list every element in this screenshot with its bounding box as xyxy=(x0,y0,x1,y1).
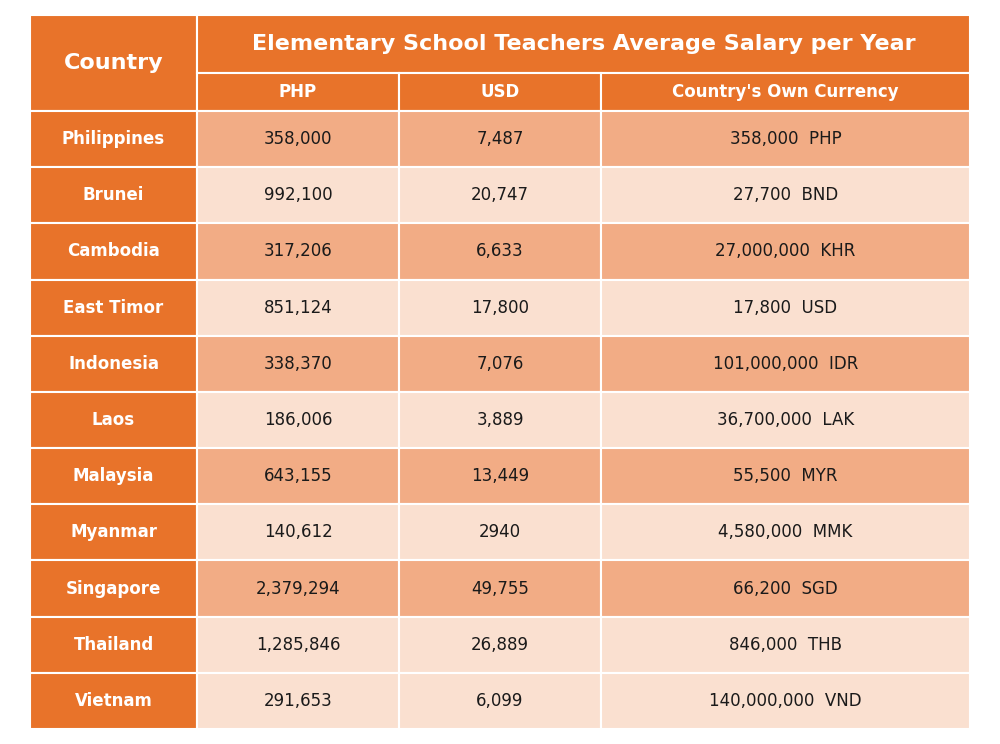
Text: 27,700  BND: 27,700 BND xyxy=(733,186,838,205)
FancyBboxPatch shape xyxy=(197,392,399,448)
Text: 55,500  MYR: 55,500 MYR xyxy=(733,467,838,485)
Text: 1,285,846: 1,285,846 xyxy=(256,635,340,654)
Text: 7,487: 7,487 xyxy=(476,130,524,148)
FancyBboxPatch shape xyxy=(30,336,197,392)
FancyBboxPatch shape xyxy=(30,280,197,336)
FancyBboxPatch shape xyxy=(30,617,197,673)
FancyBboxPatch shape xyxy=(197,73,399,111)
FancyBboxPatch shape xyxy=(601,448,970,504)
Text: 36,700,000  LAK: 36,700,000 LAK xyxy=(717,411,854,429)
Text: Philippines: Philippines xyxy=(62,130,165,148)
FancyBboxPatch shape xyxy=(197,167,399,223)
FancyBboxPatch shape xyxy=(399,223,601,280)
FancyBboxPatch shape xyxy=(399,73,601,111)
Text: 7,076: 7,076 xyxy=(476,355,524,373)
FancyBboxPatch shape xyxy=(197,223,399,280)
Text: Laos: Laos xyxy=(92,411,135,429)
Text: Country: Country xyxy=(64,53,163,73)
Text: East Timor: East Timor xyxy=(63,298,164,317)
Text: 992,100: 992,100 xyxy=(264,186,332,205)
FancyBboxPatch shape xyxy=(30,504,197,560)
Text: 2,379,294: 2,379,294 xyxy=(256,580,340,597)
FancyBboxPatch shape xyxy=(601,392,970,448)
FancyBboxPatch shape xyxy=(601,336,970,392)
FancyBboxPatch shape xyxy=(30,673,197,729)
Text: Brunei: Brunei xyxy=(83,186,144,205)
FancyBboxPatch shape xyxy=(399,617,601,673)
Text: 66,200  SGD: 66,200 SGD xyxy=(733,580,838,597)
Text: 358,000  PHP: 358,000 PHP xyxy=(730,130,841,148)
FancyBboxPatch shape xyxy=(30,223,197,280)
FancyBboxPatch shape xyxy=(399,560,601,617)
Text: 17,800: 17,800 xyxy=(471,298,529,317)
FancyBboxPatch shape xyxy=(601,223,970,280)
Text: Country's Own Currency: Country's Own Currency xyxy=(672,83,899,101)
Text: 140,612: 140,612 xyxy=(264,523,332,542)
FancyBboxPatch shape xyxy=(30,15,197,111)
Text: 13,449: 13,449 xyxy=(471,467,529,485)
Text: 338,370: 338,370 xyxy=(264,355,332,373)
Text: 2940: 2940 xyxy=(479,523,521,542)
FancyBboxPatch shape xyxy=(399,111,601,167)
Text: 140,000,000  VND: 140,000,000 VND xyxy=(709,692,862,710)
Text: 3,889: 3,889 xyxy=(476,411,524,429)
Text: 26,889: 26,889 xyxy=(471,635,529,654)
FancyBboxPatch shape xyxy=(197,448,399,504)
Text: Vietnam: Vietnam xyxy=(75,692,152,710)
FancyBboxPatch shape xyxy=(601,673,970,729)
Text: 846,000  THB: 846,000 THB xyxy=(729,635,842,654)
Text: 101,000,000  IDR: 101,000,000 IDR xyxy=(713,355,858,373)
FancyBboxPatch shape xyxy=(399,167,601,223)
FancyBboxPatch shape xyxy=(601,504,970,560)
Text: PHP: PHP xyxy=(279,83,317,101)
Text: 358,000: 358,000 xyxy=(264,130,332,148)
FancyBboxPatch shape xyxy=(601,280,970,336)
Text: USD: USD xyxy=(480,83,520,101)
FancyBboxPatch shape xyxy=(399,336,601,392)
FancyBboxPatch shape xyxy=(601,73,970,111)
Text: 186,006: 186,006 xyxy=(264,411,332,429)
FancyBboxPatch shape xyxy=(399,448,601,504)
FancyBboxPatch shape xyxy=(601,167,970,223)
FancyBboxPatch shape xyxy=(30,448,197,504)
Text: 6,633: 6,633 xyxy=(476,243,524,260)
FancyBboxPatch shape xyxy=(30,560,197,617)
FancyBboxPatch shape xyxy=(399,504,601,560)
FancyBboxPatch shape xyxy=(601,111,970,167)
Text: 4,580,000  MMK: 4,580,000 MMK xyxy=(718,523,853,542)
Text: 20,747: 20,747 xyxy=(471,186,529,205)
Text: 291,653: 291,653 xyxy=(264,692,332,710)
FancyBboxPatch shape xyxy=(399,280,601,336)
Text: 27,000,000  KHR: 27,000,000 KHR xyxy=(715,243,856,260)
FancyBboxPatch shape xyxy=(399,673,601,729)
Text: Thailand: Thailand xyxy=(73,635,154,654)
Text: 643,155: 643,155 xyxy=(264,467,332,485)
FancyBboxPatch shape xyxy=(197,673,399,729)
Text: Cambodia: Cambodia xyxy=(67,243,160,260)
FancyBboxPatch shape xyxy=(30,167,197,223)
FancyBboxPatch shape xyxy=(197,336,399,392)
Text: Myanmar: Myanmar xyxy=(70,523,157,542)
FancyBboxPatch shape xyxy=(197,15,970,73)
Text: Indonesia: Indonesia xyxy=(68,355,159,373)
FancyBboxPatch shape xyxy=(601,560,970,617)
Text: 317,206: 317,206 xyxy=(264,243,332,260)
Text: 851,124: 851,124 xyxy=(264,298,332,317)
FancyBboxPatch shape xyxy=(601,617,970,673)
FancyBboxPatch shape xyxy=(197,280,399,336)
FancyBboxPatch shape xyxy=(197,560,399,617)
Text: 49,755: 49,755 xyxy=(471,580,529,597)
FancyBboxPatch shape xyxy=(30,111,197,167)
Text: 17,800  USD: 17,800 USD xyxy=(733,298,838,317)
Text: Singapore: Singapore xyxy=(66,580,161,597)
FancyBboxPatch shape xyxy=(197,504,399,560)
Text: Elementary School Teachers Average Salary per Year: Elementary School Teachers Average Salar… xyxy=(252,34,915,54)
Text: Malaysia: Malaysia xyxy=(73,467,154,485)
FancyBboxPatch shape xyxy=(197,617,399,673)
FancyBboxPatch shape xyxy=(197,111,399,167)
Text: 6,099: 6,099 xyxy=(476,692,524,710)
FancyBboxPatch shape xyxy=(399,392,601,448)
FancyBboxPatch shape xyxy=(30,392,197,448)
